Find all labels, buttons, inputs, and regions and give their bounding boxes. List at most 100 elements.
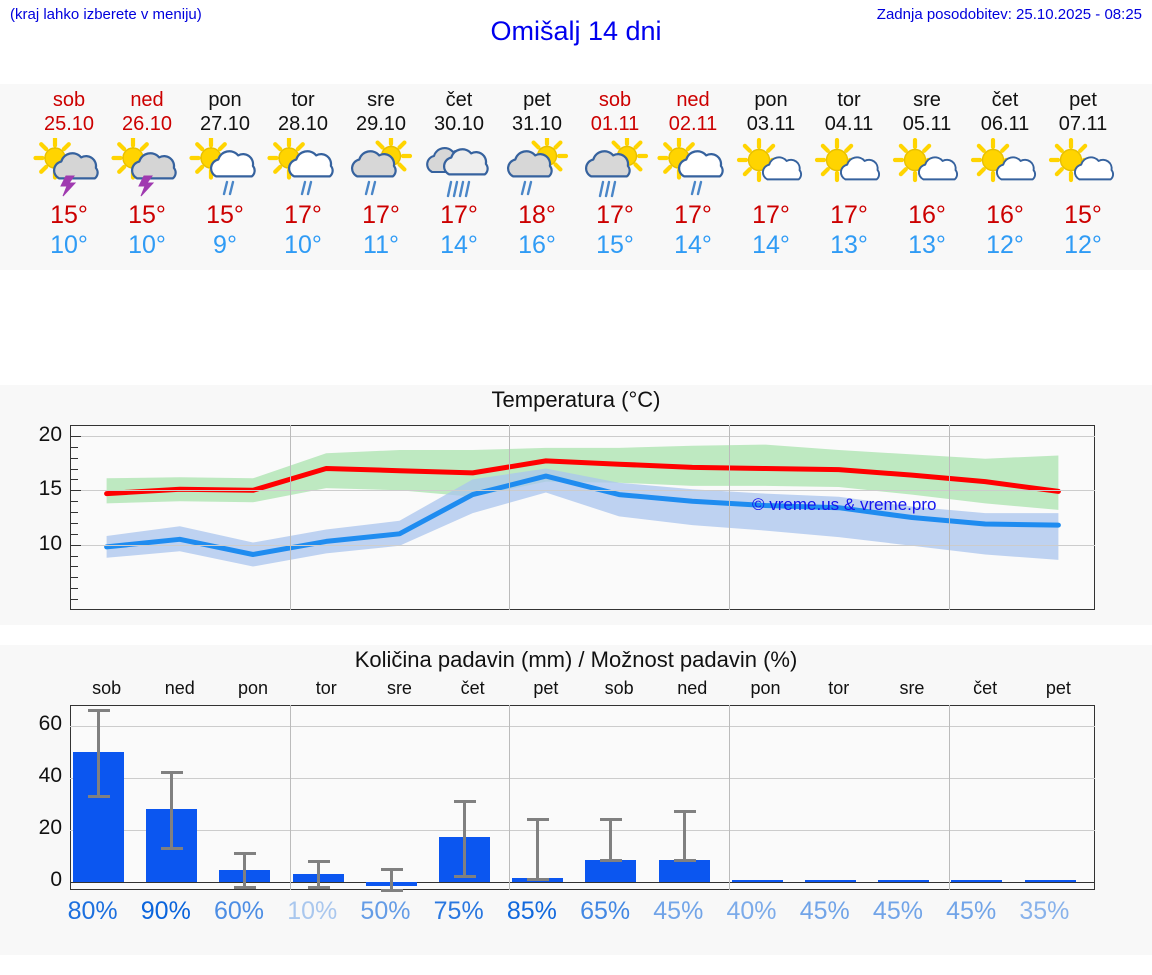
temperature-y-tick-mark — [70, 501, 78, 502]
temperature-y-tick-mark — [70, 469, 78, 470]
temperature-gridline — [70, 436, 1095, 437]
precipitation-error-cap-top — [88, 709, 110, 712]
precipitation-bar[interactable] — [732, 880, 783, 883]
precipitation-error-bar — [683, 811, 686, 861]
day-min-temp: 10° — [128, 231, 166, 259]
day-of-week: sre — [367, 89, 395, 111]
precipitation-error-cap-top — [527, 818, 549, 821]
day-max-temp: 17° — [596, 201, 634, 229]
precipitation-bar[interactable] — [878, 880, 929, 883]
day-of-week: ned — [676, 89, 710, 111]
precipitation-error-cap-bottom — [88, 795, 110, 798]
precipitation-probability: 35% — [1019, 897, 1070, 925]
precipitation-error-bar — [317, 861, 320, 888]
day-of-week: pon — [208, 89, 242, 111]
precipitation-day-label: ned — [164, 678, 195, 698]
day-date: 03.11 — [746, 113, 796, 135]
day-of-week: sob — [598, 89, 632, 111]
day-column-0[interactable]: sob 25.10 15° 10° — [30, 84, 108, 260]
precipitation-error-cap-top — [674, 810, 696, 813]
precipitation-gridline — [70, 830, 1095, 831]
day-max-temp: 18° — [518, 201, 556, 229]
precipitation-day-label: ned — [677, 678, 708, 698]
temperature-y-tick-mark — [70, 523, 78, 524]
day-max-temp: 17° — [284, 201, 322, 229]
precipitation-y-tick-label: 40 — [38, 763, 62, 787]
precipitation-plot-area: 0 20 40 60 — [39, 705, 1095, 892]
day-column-11[interactable]: sre 05.11 16° 13° — [888, 84, 966, 260]
precipitation-bar[interactable] — [1025, 880, 1076, 883]
precipitation-bar[interactable] — [951, 880, 1002, 883]
day-max-temp: 15° — [128, 201, 166, 229]
day-column-2[interactable]: pon 27.10 15° 9° — [186, 84, 264, 260]
precipitation-day-label: sre — [386, 678, 412, 698]
precipitation-chart-title: Količina padavin (mm) / Možnost padavin … — [354, 647, 798, 672]
precipitation-probability: 90% — [140, 897, 191, 925]
precipitation-error-cap-bottom — [600, 859, 622, 862]
precipitation-probability: 65% — [580, 897, 631, 925]
day-max-temp: 16° — [986, 201, 1024, 229]
day-date: 27.10 — [199, 113, 251, 135]
day-max-temp: 15° — [206, 201, 244, 229]
precipitation-gridline — [70, 726, 1095, 727]
day-column-8[interactable]: ned 02.11 17° 14° — [654, 84, 732, 260]
day-column-5[interactable]: čet 30.10 17° 14° — [420, 84, 498, 260]
precipitation-probability: 85% — [506, 897, 557, 925]
day-max-temp: 17° — [362, 201, 400, 229]
cloud-sun-rain-icon — [342, 138, 420, 200]
day-date: 26.10 — [121, 113, 173, 135]
temperature-y-tick-mark — [70, 556, 78, 557]
precipitation-day-label: tor — [315, 678, 337, 698]
temperature-y-tick-mark — [70, 534, 78, 535]
day-column-1[interactable]: ned 26.10 15° 10° — [108, 84, 186, 260]
temperature-y-tick-mark — [70, 512, 78, 513]
temperature-y-tick-label: 15 — [38, 477, 62, 501]
precipitation-plot-border — [70, 705, 1095, 890]
day-date: 28.10 — [277, 113, 329, 135]
precipitation-chart-panel: Količina padavin (mm) / Možnost padavin … — [0, 645, 1152, 955]
precipitation-probability: 40% — [726, 897, 777, 925]
precipitation-error-bar — [97, 710, 100, 797]
precipitation-bar[interactable] — [659, 860, 710, 883]
temperature-y-tick-label: 10 — [38, 531, 62, 555]
sun-cloud-thunder-icon — [30, 138, 108, 200]
day-min-temp: 16° — [518, 231, 556, 259]
temperature-day-gridline — [949, 425, 950, 610]
day-column-7[interactable]: sob 01.11 17° 15° — [576, 84, 654, 260]
precipitation-day-label: pon — [238, 678, 269, 698]
day-date: 31.10 — [511, 113, 563, 135]
day-date: 25.10 — [43, 113, 95, 135]
precipitation-y-tick-label: 0 — [50, 868, 62, 892]
day-column-10[interactable]: tor 04.11 17° 13° — [810, 84, 888, 260]
precipitation-probability: 50% — [360, 897, 411, 925]
temperature-day-gridline — [509, 425, 510, 610]
day-date: 07.11 — [1058, 113, 1108, 135]
day-column-9[interactable]: pon 03.11 17° 14° — [732, 84, 810, 260]
day-column-13[interactable]: pet 07.11 15° 12° — [1044, 84, 1122, 260]
day-date: 04.11 — [824, 113, 874, 135]
day-column-6[interactable]: pet 31.10 18° 16° — [498, 84, 576, 260]
day-max-temp: 16° — [908, 201, 946, 229]
precipitation-day-label: čet — [973, 678, 998, 698]
temperature-gridline — [70, 545, 1095, 546]
day-column-3[interactable]: tor 28.10 17° 10° — [264, 84, 342, 260]
precipitation-error-cap-bottom — [674, 859, 696, 862]
temperature-y-tick-mark — [70, 577, 78, 578]
precipitation-error-cap-top — [600, 818, 622, 821]
precipitation-bar[interactable] — [585, 860, 636, 883]
day-of-week: tor — [291, 89, 315, 111]
precipitation-error-bar — [170, 772, 173, 849]
temperature-y-tick-mark — [70, 447, 78, 448]
precipitation-day-label: sob — [92, 678, 122, 698]
day-column-4[interactable]: sre 29.10 17° 11° — [342, 84, 420, 260]
day-min-temp: 9° — [213, 231, 237, 259]
day-max-temp: 17° — [674, 201, 712, 229]
sun-cloud-rain-icon — [654, 138, 732, 200]
precipitation-bar[interactable] — [805, 880, 856, 883]
last-updated: Zadnja posodobitev: 25.10.2025 - 08:25 — [876, 6, 1142, 23]
temperature-series-svg — [104, 444, 1061, 567]
day-min-temp: 11° — [363, 231, 399, 259]
precipitation-error-cap-bottom — [234, 886, 256, 889]
day-column-12[interactable]: čet 06.11 16° 12° — [966, 84, 1044, 260]
precipitation-gridline — [70, 882, 1095, 883]
